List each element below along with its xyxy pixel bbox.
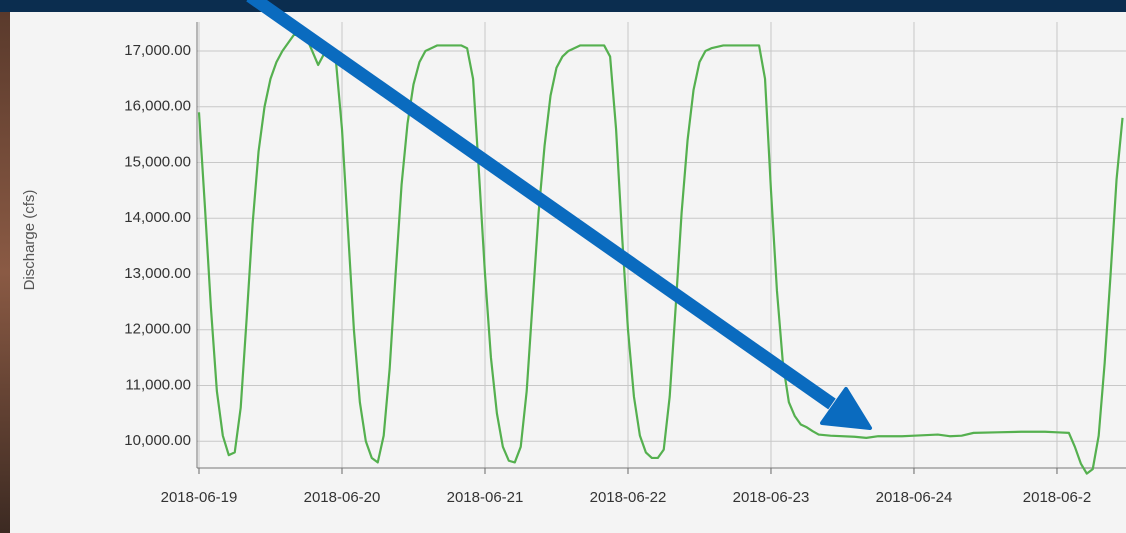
side-image [0, 12, 10, 533]
plot-area: 10,000.00 11,000.00 12,000.00 13,000.00 14,0… [124, 22, 1126, 506]
y-tick-label: 13,000.00 [124, 265, 191, 282]
x-tick-label: 2018-06-19 [161, 489, 238, 506]
arrow-shaft [246, 0, 836, 410]
x-tick-label: 2018-06-2 [1023, 489, 1091, 506]
annotation-arrow [246, 0, 872, 430]
chart-panel [10, 12, 1126, 533]
y-tick-label: 14,000.00 [124, 209, 191, 226]
y-tick-label: 16,000.00 [124, 98, 191, 115]
y-tick-label: 11,000.00 [125, 376, 191, 393]
y-tick-label: 15,000.00 [124, 153, 191, 170]
x-tick-label: 2018-06-23 [733, 489, 810, 506]
y-tick-label: 10,000.00 [124, 432, 191, 449]
y-axis-label: Discharge (cfs) [21, 190, 38, 291]
x-tick-label: 2018-06-20 [304, 489, 381, 506]
y-tick-label: 12,000.00 [124, 321, 191, 338]
x-tick-label: 2018-06-22 [590, 489, 667, 506]
arrow-head [820, 387, 872, 430]
y-tick-label: 17,000.00 [124, 42, 191, 59]
x-tick-label: 2018-06-24 [876, 489, 953, 506]
x-tick-label: 2018-06-21 [447, 489, 524, 506]
